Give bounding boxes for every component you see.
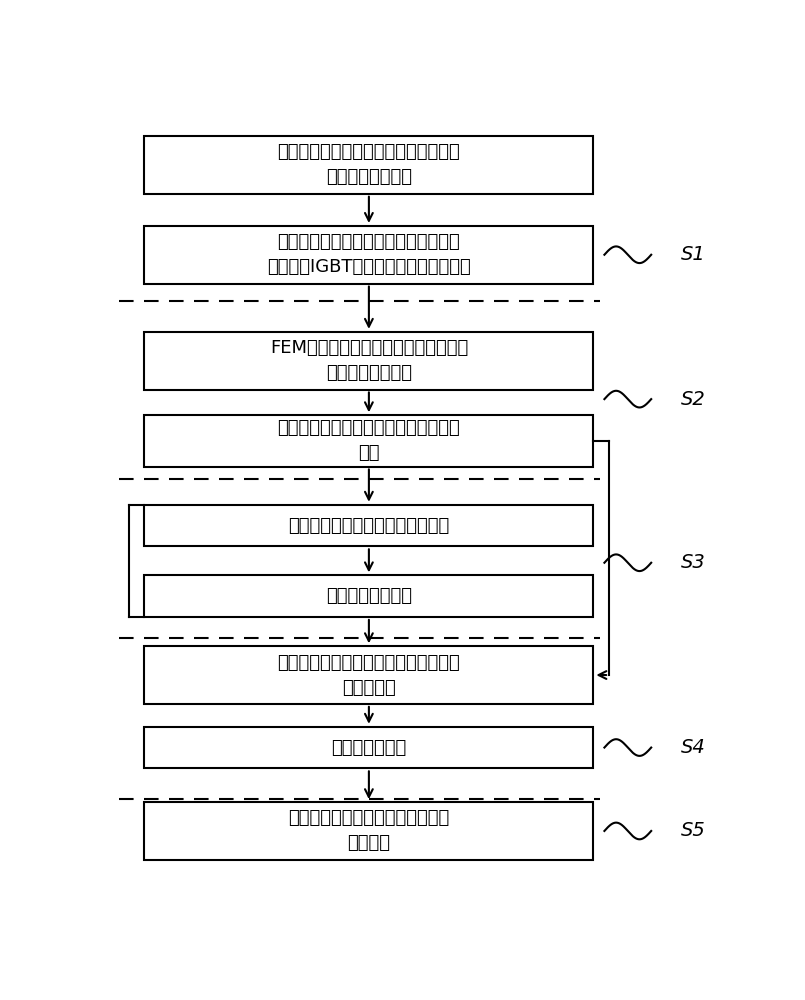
Text: 根据跌落程度对低电压穿越期间热网参
数进行更新: 根据跌落程度对低电压穿越期间热网参 数进行更新: [278, 654, 460, 697]
Bar: [144, 332, 593, 389]
Bar: [144, 415, 593, 466]
Text: 输入等效热模型: 输入等效热模型: [332, 739, 407, 757]
Text: S5: S5: [681, 821, 706, 840]
Text: S1: S1: [681, 245, 706, 264]
Bar: [144, 802, 593, 860]
Text: FEM提取不同跌落度下的瞬态热阻抗曲
线，计算热网参数: FEM提取不同跌落度下的瞬态热阻抗曲 线，计算热网参数: [270, 339, 468, 382]
Text: 设置不同电压跌落度，并计算低电压穿
越期间的IGBT和二极管的实时畸变损耗: 设置不同电压跌落度，并计算低电压穿 越期间的IGBT和二极管的实时畸变损耗: [267, 233, 471, 276]
Text: S4: S4: [681, 738, 706, 757]
Text: S2: S2: [681, 390, 706, 409]
Bar: [144, 727, 593, 768]
Bar: [144, 575, 593, 617]
Bar: [144, 505, 593, 546]
Text: 建立不同电压跌落程度下的热网参数数
据集: 建立不同电压跌落程度下的热网参数数 据集: [278, 419, 460, 462]
Text: 用低电压穿越工况下结温计算模型
计算结温: 用低电压穿越工况下结温计算模型 计算结温: [288, 809, 449, 852]
Bar: [144, 646, 593, 704]
Bar: [144, 226, 593, 284]
Text: 风电变流器系统建模，设置元件参数和
低压穿越运行工况: 风电变流器系统建模，设置元件参数和 低压穿越运行工况: [278, 143, 460, 186]
Text: 获取实时电压电流数据与损耗数据: 获取实时电压电流数据与损耗数据: [288, 517, 449, 535]
Text: S3: S3: [681, 553, 706, 572]
Text: 判断电压跌落程度: 判断电压跌落程度: [326, 587, 412, 605]
Bar: [144, 136, 593, 194]
